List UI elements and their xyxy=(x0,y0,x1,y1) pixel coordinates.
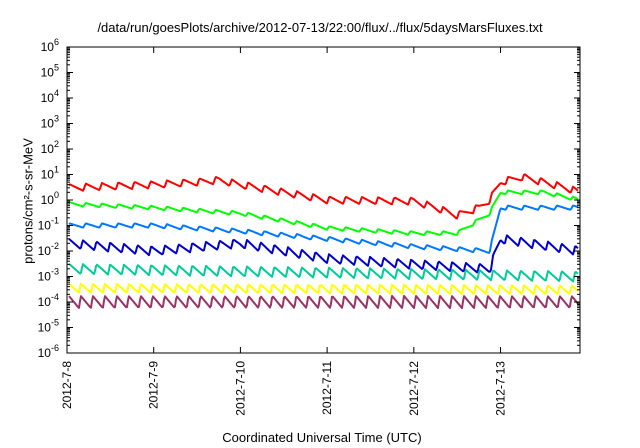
x-tick-label: 2012-7-9 xyxy=(147,361,161,409)
x-tick-label: 2012-7-10 xyxy=(233,361,247,416)
y-tick-label: 102 xyxy=(41,139,59,156)
series-line-6 xyxy=(68,282,579,295)
series-line-4 xyxy=(68,234,579,274)
y-tick-label: 10-5 xyxy=(38,318,59,335)
chart-title: /data/run/goesPlots/archive/2012-07-13/2… xyxy=(97,20,543,35)
series-line-3 xyxy=(68,204,579,254)
series-line-7 xyxy=(68,294,579,310)
y-tick-label: 10-2 xyxy=(38,241,59,258)
y-tick-label: 100 xyxy=(41,190,59,207)
y-tick-label: 10-4 xyxy=(38,292,59,309)
y-tick-label: 104 xyxy=(41,88,59,105)
y-tick-label: 10-3 xyxy=(38,267,59,284)
y-tick-label: 106 xyxy=(41,37,59,54)
x-tick-label: 2012-7-11 xyxy=(320,361,334,415)
x-tick-label: 2012-7-8 xyxy=(60,361,74,409)
y-tick-label: 101 xyxy=(41,165,59,182)
x-tick-label: 2012-7-13 xyxy=(494,361,508,416)
y-tick-label: 10-1 xyxy=(38,216,59,233)
y-tick-label: 10-6 xyxy=(38,343,59,360)
series-line-5 xyxy=(68,263,579,283)
series-line-2 xyxy=(68,189,579,236)
series-line-1 xyxy=(68,173,579,220)
x-tick-label: 2012-7-12 xyxy=(407,361,421,416)
y-tick-label: 105 xyxy=(41,63,59,80)
y-tick-label: 103 xyxy=(41,114,59,131)
x-axis-label: Coordinated Universal Time (UTC) xyxy=(222,430,422,445)
